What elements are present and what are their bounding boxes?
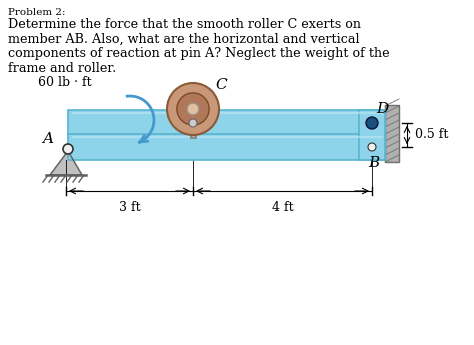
Text: 60 lb · ft: 60 lb · ft (38, 77, 91, 89)
Text: D: D (376, 102, 388, 116)
Text: A: A (43, 132, 54, 146)
Text: Determine the force that the smooth roller C exerts on: Determine the force that the smooth roll… (8, 18, 361, 31)
Circle shape (167, 83, 219, 135)
Circle shape (187, 103, 199, 115)
Bar (359, 110, 385, 160)
Circle shape (368, 143, 376, 151)
Text: C: C (215, 78, 227, 92)
Text: frame and roller.: frame and roller. (8, 61, 116, 75)
Bar (385, 105, 399, 162)
Text: 4 ft: 4 ft (272, 201, 293, 214)
Text: 3 ft: 3 ft (118, 201, 140, 214)
Text: components of reaction at pin A? Neglect the weight of the: components of reaction at pin A? Neglect… (8, 47, 390, 60)
Text: Problem 2:: Problem 2: (8, 8, 65, 17)
Circle shape (63, 144, 73, 154)
Circle shape (189, 119, 197, 127)
Bar (68, 134, 385, 160)
Text: 0.5 ft: 0.5 ft (415, 128, 448, 141)
Bar (68, 110, 385, 136)
Text: member AB. Also, what are the horizontal and vertical: member AB. Also, what are the horizontal… (8, 32, 360, 46)
Polygon shape (50, 151, 82, 175)
Text: B: B (368, 156, 380, 170)
Circle shape (366, 117, 378, 129)
Circle shape (177, 93, 209, 125)
